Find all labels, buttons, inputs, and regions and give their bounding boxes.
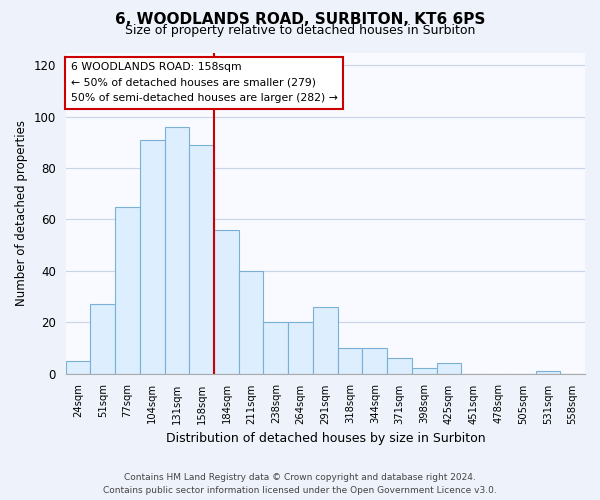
Text: 6 WOODLANDS ROAD: 158sqm
← 50% of detached houses are smaller (279)
50% of semi-: 6 WOODLANDS ROAD: 158sqm ← 50% of detach… [71, 62, 338, 104]
Bar [214, 230, 239, 374]
Bar [362, 348, 387, 374]
Text: 6, WOODLANDS ROAD, SURBITON, KT6 6PS: 6, WOODLANDS ROAD, SURBITON, KT6 6PS [115, 12, 485, 28]
X-axis label: Distribution of detached houses by size in Surbiton: Distribution of detached houses by size … [166, 432, 485, 445]
Bar [387, 358, 412, 374]
Bar [412, 368, 437, 374]
Bar [91, 304, 115, 374]
Bar [115, 206, 140, 374]
Bar [239, 271, 263, 374]
Bar [437, 364, 461, 374]
Text: Contains HM Land Registry data © Crown copyright and database right 2024.
Contai: Contains HM Land Registry data © Crown c… [103, 473, 497, 495]
Bar [338, 348, 362, 374]
Bar [164, 127, 190, 374]
Bar [190, 145, 214, 374]
Text: Size of property relative to detached houses in Surbiton: Size of property relative to detached ho… [125, 24, 475, 37]
Bar [140, 140, 164, 374]
Bar [313, 307, 338, 374]
Bar [288, 322, 313, 374]
Bar [536, 371, 560, 374]
Y-axis label: Number of detached properties: Number of detached properties [15, 120, 28, 306]
Bar [263, 322, 288, 374]
Bar [65, 360, 91, 374]
